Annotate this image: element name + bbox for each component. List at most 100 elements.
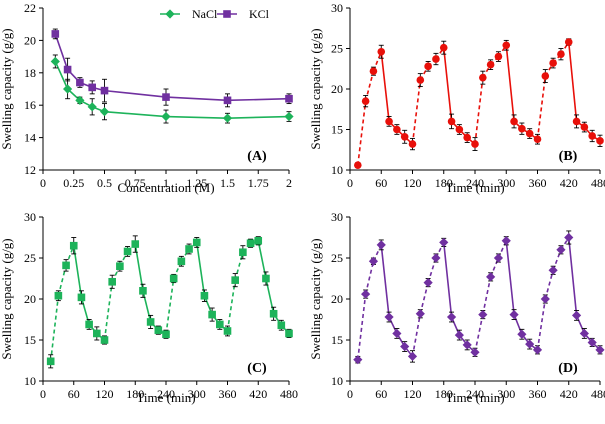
panel-c-y-tick-label: 30 [24,210,36,224]
panel-d-x-tick-label: 60 [375,387,387,401]
panel-c-series-green-point [185,245,193,253]
panel-c-series-green-segment [195,242,206,296]
panel-d-series-purple-point [556,245,566,255]
panel-b-series-red-point [541,72,550,80]
panel-a-x-tick-label: 0.5 [97,176,112,190]
panel-d-series-purple-point [431,253,441,263]
panel-b-series-red-point [361,97,370,105]
panel-a-series-kcl-point [223,96,232,105]
panel-d-series-purple-segment [552,249,562,271]
panel-b-series-red-segment [536,75,547,140]
panel-c-series-green-point [116,262,124,270]
panel-d-series-purple-point [571,310,582,320]
legend-label-kcl: KCl [249,7,270,21]
panel-c-series-green-point [54,291,63,300]
panel-d-series-purple-point [368,256,379,266]
panel-b-series-red-segment [442,47,453,122]
panel-b-series-red-point [510,117,518,126]
panel-d-series-purple-point [548,265,558,275]
panel-c-series-green-point [200,291,209,300]
panel-d-series-purple-segment [567,237,578,316]
panel-c-series-green-segment [257,240,267,279]
panel-b-series-red-point [572,117,581,126]
panel-b-series-red-point [549,59,557,67]
series-layer [46,28,605,369]
panel-d-series-purple-point [509,309,519,320]
panel-b-x-tick-label: 0 [347,176,353,190]
panel-d-series-purple-point [478,309,488,320]
panel-a-y-tick-label: 22 [24,1,36,15]
panel-b-series-red-point [463,133,471,142]
panel-c-series-green-segment [80,297,90,325]
panel-a-y-tick-label: 16 [24,98,36,112]
panel-d-series-purple-segment [442,242,453,318]
panel-a-series-kcl-point [162,93,170,101]
panel-a-series-nacl-point [222,113,233,123]
panel-c-series-green-segment [142,290,152,323]
panel-c-series-green-point [254,236,263,245]
panel-c-series-green-point [69,241,78,250]
panel-c-x-axis-title: Time (min) [136,390,195,405]
panel-a-x-tick-label: 0 [40,176,46,190]
panel-d-series-purple-segment [474,314,484,353]
panel-d-x-tick-label: 0 [347,387,353,401]
panel-a-x-tick-label: 1.5 [220,176,235,190]
panel-a-series-nacl-point [63,84,73,94]
panel-b-series-red-point [557,50,565,58]
panel-c-x-tick-label: 300 [188,387,206,401]
panel-d-series-purple-point [517,329,527,339]
panel-d-series-purple-segment [419,282,429,314]
panel-b-label: (B) [559,149,578,164]
panel-c-series-green-segment [165,278,175,335]
panel-b-series-red-point [385,117,393,126]
panel-d-series-purple-point [415,309,425,319]
panel-d-series-purple-segment [411,313,422,357]
panel-c-y-tick-label: 25 [24,251,36,265]
panel-c-series-green-point [269,309,278,318]
panel-a-label: (A) [247,149,267,164]
panel-b-series-red-point [596,137,604,145]
panel-d-label: (D) [558,361,578,376]
panel-a-series-kcl-point [63,65,72,74]
panel-c-series-green-point [231,276,239,284]
panel-a-y-tick-label: 18 [24,66,36,80]
panel-b-series-red-point [518,124,526,133]
panel-d-series-purple-point [376,240,386,250]
panel-c-x-tick-label: 360 [219,387,237,401]
panel-b-y-tick-label: 15 [331,123,343,137]
panel-d-series-purple-point [384,312,394,322]
panel-d-x-axis-title: Time (min) [445,390,504,405]
panel-a-y-axis-title: Swelling capacity (g/g) [0,28,14,149]
panel-b-y-axis-title: Swelling capacity (g/g) [308,28,323,149]
panel-b-series-red-point [408,140,417,148]
panel-a-series-nacl-point [161,111,171,122]
panel-c-series-green-point [46,357,55,366]
panel-c-series-green-point [216,320,224,329]
panel-c-series-green-point [100,336,109,344]
panel-d-series-purple-point [446,312,457,322]
panel-b-series-red-segment [474,77,484,145]
panel-b-x-axis-title: Time (min) [445,180,504,195]
panel-c-y-axis-title: Swelling capacity (g/g) [0,238,14,359]
panel-c-series-green-segment [226,280,236,332]
panel-b-x-tick-label: 240 [466,176,484,190]
panel-a-y-tick-label: 12 [24,163,36,177]
panel-d-series-purple-point [400,341,410,352]
panel-b-x-tick-label: 300 [497,176,515,190]
panel-c-series-green-point [246,239,255,248]
panel-c-x-tick-label: 180 [126,387,144,401]
panel-b-series-red-point [494,52,503,61]
panel-c-series-green-point [139,287,147,295]
panel-c-series-green-point [208,310,216,319]
panel-a-x-tick-label: 1 [163,176,169,190]
panel-b-series-red-segment [380,51,390,122]
panel-a-series-nacl-point [87,102,97,112]
panel-d-series-purple-point [486,272,496,282]
panel-d-series-purple-segment [364,261,375,295]
panel-c-series-green-segment [134,243,144,291]
panel-c-series-green-point [85,320,93,329]
panel-b-x-tick-label: 360 [529,176,547,190]
panel-d-series-purple-point [353,355,363,365]
panel-d-series-purple-point [392,328,402,339]
panel-c-series-green-point [285,329,293,338]
